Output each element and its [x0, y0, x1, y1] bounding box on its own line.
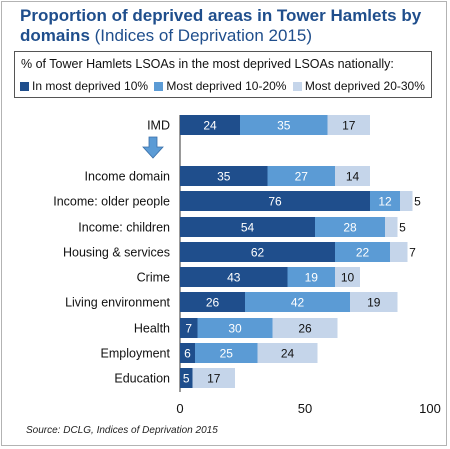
- data-label: 19: [367, 296, 381, 310]
- bar-segment: [180, 368, 193, 388]
- down-arrow-icon: [142, 136, 164, 159]
- data-label: 62: [251, 246, 265, 260]
- data-label: 7: [409, 246, 416, 260]
- chart-title-main: Proportion of deprived areas in Tower Ha…: [20, 6, 422, 45]
- bar-segment: [197, 318, 273, 338]
- bar-segment: [257, 343, 318, 363]
- category-label: Income: children: [78, 221, 170, 235]
- data-label: 26: [206, 296, 220, 310]
- x-tick-label: 50: [298, 401, 312, 416]
- category-label: Income: older people: [53, 195, 170, 209]
- data-label: 17: [207, 372, 221, 386]
- data-label: 7: [185, 322, 192, 336]
- chart-title-sub: (Indices of Deprivation 2015): [94, 26, 312, 45]
- bar-segment: [390, 242, 408, 262]
- bar-segment: [350, 292, 398, 312]
- bar-segment: [245, 292, 350, 312]
- legend-label-20-30: Most deprived 20-30%: [304, 79, 425, 93]
- bar-segment: [272, 318, 338, 338]
- data-label: 30: [228, 322, 242, 336]
- data-label: 42: [291, 296, 305, 310]
- category-label: Health: [134, 322, 170, 336]
- legend: % of Tower Hamlets LSOAs in the most dep…: [14, 51, 432, 98]
- category-label: Income domain: [85, 170, 171, 184]
- data-label: 24: [203, 119, 217, 133]
- bar-segment: [335, 166, 370, 186]
- bar-segment: [195, 343, 258, 363]
- data-label: 6: [184, 347, 191, 361]
- bar-segment: [400, 191, 413, 211]
- data-label: 26: [298, 322, 312, 336]
- data-label: 5: [399, 221, 406, 235]
- data-label: 25: [220, 347, 234, 361]
- bar-segment: [192, 368, 235, 388]
- data-label: 27: [295, 170, 309, 184]
- legend-label-10: In most deprived 10%: [32, 79, 149, 93]
- bar-segment: [327, 115, 370, 135]
- bar-segment: [287, 267, 335, 287]
- x-tick-label: 100: [419, 401, 441, 416]
- bar-segment: [180, 292, 245, 312]
- legend-swatch-10-20: [154, 82, 164, 91]
- legend-item-10-20: Most deprived 10-20%: [154, 79, 286, 93]
- legend-heading: % of Tower Hamlets LSOAs in the most dep…: [21, 57, 394, 71]
- category-label: Housing & services: [63, 246, 170, 260]
- category-label: Education: [114, 372, 170, 386]
- data-label: 28: [343, 221, 357, 235]
- data-label: 76: [268, 195, 282, 209]
- bar-segment: [335, 267, 360, 287]
- bar-segment: [335, 242, 390, 262]
- category-label: Living environment: [65, 296, 170, 310]
- data-label: 5: [414, 195, 421, 209]
- legend-swatch-20-30: [292, 82, 302, 91]
- bar-segment: [180, 217, 315, 237]
- category-label: IMD: [147, 119, 170, 133]
- data-label: 54: [241, 221, 255, 235]
- legend-label-10-20: Most deprived 10-20%: [166, 79, 287, 93]
- bar-segment: [240, 115, 328, 135]
- data-label: 12: [378, 195, 392, 209]
- chart-title: Proportion of deprived areas in Tower Ha…: [20, 6, 440, 46]
- data-label: 5: [183, 372, 190, 386]
- legend-swatch-10: [20, 82, 29, 91]
- data-label: 24: [281, 347, 295, 361]
- bar-segment: [180, 166, 268, 186]
- bar-segment: [180, 115, 240, 135]
- data-label: 10: [341, 271, 355, 285]
- category-label: Employment: [101, 347, 171, 361]
- bar-segment: [370, 191, 400, 211]
- category-label: Crime: [137, 271, 170, 285]
- data-label: 35: [217, 170, 231, 184]
- bar-segment: [180, 267, 288, 287]
- data-label: 35: [277, 119, 291, 133]
- data-label: 22: [356, 246, 370, 260]
- legend-items: In most deprived 10% Most deprived 10-20…: [20, 79, 428, 93]
- data-label: 17: [342, 119, 356, 133]
- data-label: 14: [346, 170, 360, 184]
- bar-segment: [315, 217, 385, 237]
- bar-segment: [180, 191, 370, 211]
- bar-segment: [385, 217, 398, 237]
- x-tick-label: 0: [176, 401, 183, 416]
- legend-item-20-30: Most deprived 20-30%: [292, 79, 425, 93]
- legend-item-10: In most deprived 10%: [20, 79, 148, 93]
- data-label: 43: [227, 271, 241, 285]
- data-label: 19: [305, 271, 319, 285]
- bar-segment: [180, 242, 335, 262]
- source-note: Source: DCLG, Indices of Deprivation 201…: [26, 425, 218, 436]
- bar-segment: [180, 318, 198, 338]
- bar-segment: [267, 166, 335, 186]
- bar-segment: [180, 343, 195, 363]
